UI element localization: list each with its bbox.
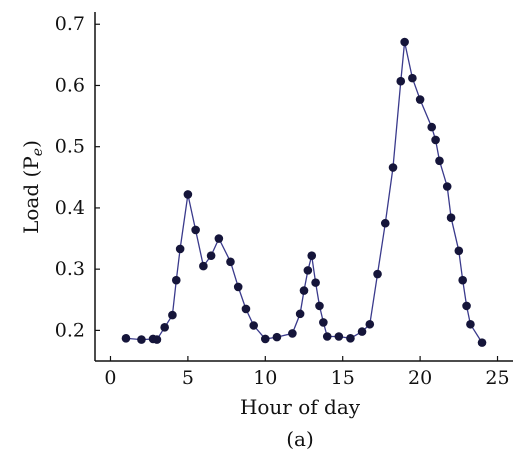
data-point [191,225,200,235]
data-point [295,309,305,319]
data-point [319,318,328,327]
data-point [427,122,437,132]
data-point [415,95,425,104]
x-tick-label: 0 [104,367,116,389]
series-line [125,41,483,343]
figure-caption: (a) [286,427,314,451]
data-point [346,334,355,343]
data-point [214,234,224,243]
x-ticks: 0 5 10 15 20 25 [104,356,510,389]
data-point [315,301,324,311]
x-tick-label: 15 [331,367,355,389]
y-tick-label: 0.2 [55,319,85,341]
data-point [435,156,444,166]
data-point [400,37,409,47]
data-point [458,275,467,285]
x-tick-label: 10 [253,367,277,389]
data-point [431,135,440,145]
y-tick-label: 0.7 [55,13,85,35]
x-tick-label: 20 [408,367,432,389]
data-point [357,327,367,336]
data-point [299,286,309,295]
x-axis-label: Hour of day [240,395,361,419]
data-point [288,329,297,338]
data-point [408,73,417,83]
data-point [466,319,475,329]
y-tick-label: 0.3 [55,258,85,280]
y-axis-label-subscript: e [30,148,46,156]
data-point [121,334,131,343]
y-ticks: 0.2 0.3 0.4 0.5 0.6 0.7 [55,13,100,341]
data-point [249,321,258,330]
data-points [121,37,487,347]
data-point [137,335,146,344]
data-point [365,319,375,329]
y-axis-label-main: Load (P [19,156,43,234]
data-point [334,332,344,341]
data-point [311,278,320,287]
data-point [206,251,216,260]
data-point [388,163,398,172]
data-point [260,334,270,344]
y-axis-label-close: ) [19,140,43,148]
data-point [152,335,162,344]
data-point [168,310,177,320]
y-tick-label: 0.6 [55,74,85,96]
data-point [303,266,313,275]
data-point [171,275,181,285]
data-point [241,304,251,314]
data-point [462,301,471,311]
data-point [175,244,185,254]
data-point [322,332,332,341]
data-point [272,332,282,342]
x-tick-label: 5 [182,367,194,389]
data-point [307,251,317,260]
data-point [442,182,452,191]
data-point [199,261,208,271]
data-point [226,257,235,267]
data-point [373,269,382,279]
y-tick-label: 0.4 [55,197,85,219]
data-point [233,282,243,292]
data-point [454,246,464,256]
data-point [446,213,456,223]
data-point [477,338,487,347]
y-axis-label: Load (Pe) [19,140,46,234]
axes [94,12,513,362]
data-point [396,76,406,86]
data-point [183,190,193,199]
data-point [380,218,390,228]
x-tick-label: 25 [485,367,509,389]
data-point [160,323,169,332]
y-tick-label: 0.5 [55,136,85,158]
